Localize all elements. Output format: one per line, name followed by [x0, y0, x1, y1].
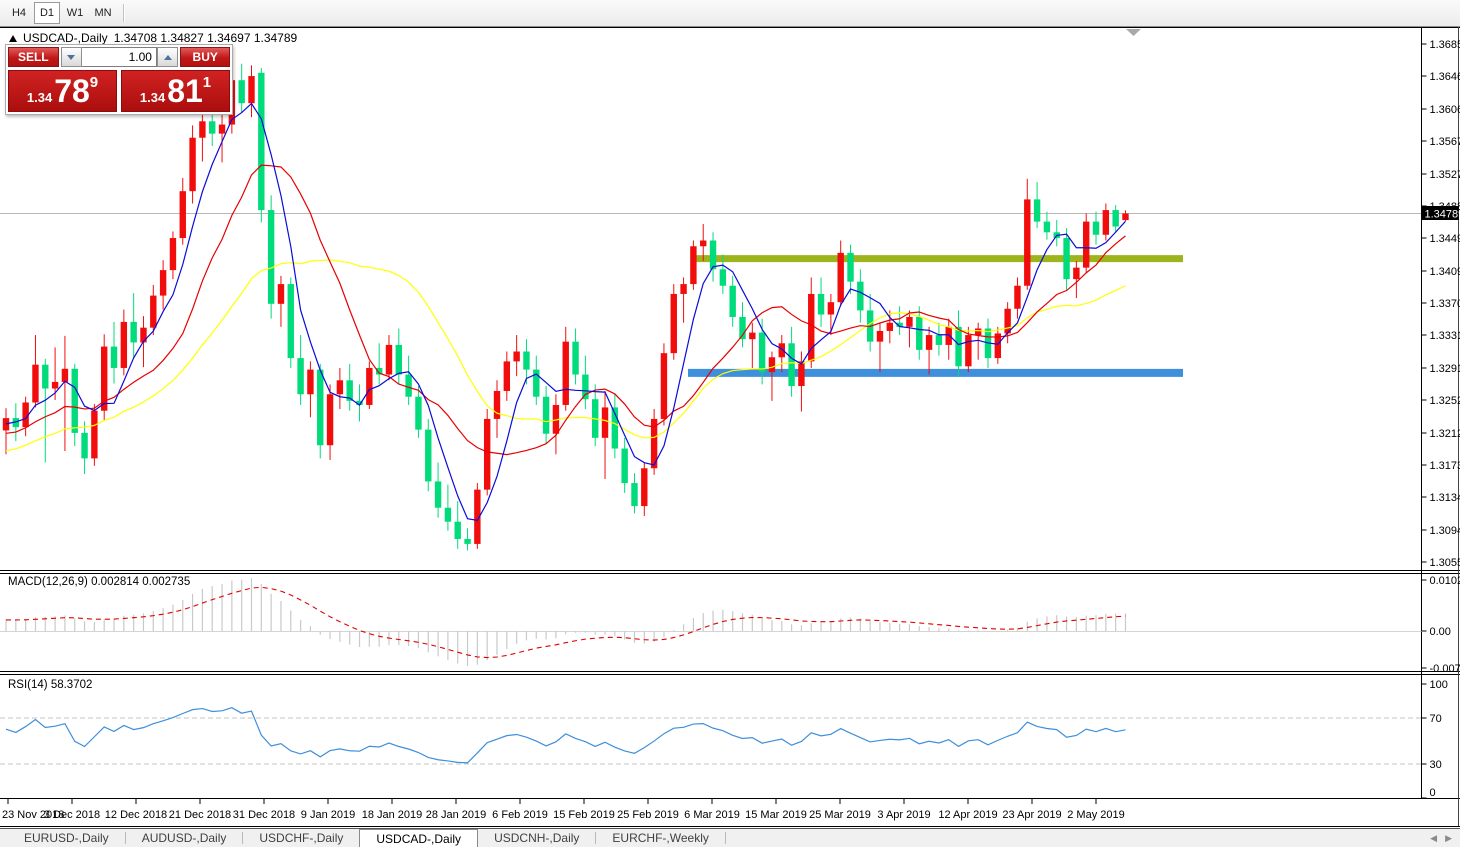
symbol-title: USDCAD-,Daily	[23, 31, 108, 45]
buy-price[interactable]: 1.34 81 1	[121, 70, 230, 112]
svg-text:25 Feb 2019: 25 Feb 2019	[617, 809, 679, 821]
svg-text:0.00: 0.00	[1430, 626, 1451, 638]
svg-text:3 Dec 2018: 3 Dec 2018	[44, 809, 100, 821]
sell-price-pip: 9	[89, 74, 99, 91]
svg-text:1.32910: 1.32910	[1430, 363, 1460, 375]
chevron-up-icon	[163, 54, 172, 60]
buy-price-fraction: 1.34	[139, 90, 166, 105]
ma-fast-line	[5, 102, 1126, 522]
timeframe-button-d1[interactable]: D1	[34, 2, 60, 24]
svg-text:23 Nov 2018: 23 Nov 2018	[2, 809, 64, 821]
svg-text:31 Dec 2018: 31 Dec 2018	[233, 809, 295, 821]
buy-price-main: 81	[167, 73, 203, 109]
timeframe-button-h4[interactable]: H4	[11, 7, 27, 19]
chart-title: USDCAD-,Daily 1.34708 1.34827 1.34697 1.…	[9, 31, 297, 45]
svg-text:15 Mar 2019: 15 Mar 2019	[745, 809, 807, 821]
toolbar-separator	[123, 4, 125, 22]
collapse-triangle-icon[interactable]	[9, 34, 17, 42]
svg-text:23 Apr 2019: 23 Apr 2019	[1002, 809, 1061, 821]
svg-text:1.34490: 1.34490	[1430, 233, 1460, 245]
ma-slow-line	[5, 259, 1126, 452]
tab-audusd-daily[interactable]: AUDUSD-,Daily	[141, 831, 227, 845]
svg-text:21 Dec 2018: 21 Dec 2018	[169, 809, 231, 821]
svg-text:12 Dec 2018: 12 Dec 2018	[105, 809, 167, 821]
svg-text:6 Mar 2019: 6 Mar 2019	[684, 809, 740, 821]
ohlc-values: 1.34708 1.34827 1.34697 1.34789	[113, 31, 298, 45]
tab-eurusd-daily[interactable]: EURUSD-,Daily	[24, 831, 109, 845]
tab-separator	[595, 832, 597, 844]
svg-text:28 Jan 2019: 28 Jan 2019	[426, 809, 487, 821]
tab-separator	[242, 832, 244, 844]
svg-text:2 May 2019: 2 May 2019	[1067, 809, 1124, 821]
svg-text:15 Feb 2019: 15 Feb 2019	[553, 809, 615, 821]
rsi-levels	[0, 717, 1422, 765]
timeframe-toolbar: H4 D1 W1 MN	[0, 0, 1460, 27]
tab-usdcad-daily[interactable]: USDCAD-,Daily	[359, 829, 479, 847]
timeframe-button-w1[interactable]: W1	[66, 7, 84, 19]
svg-text:1.34789: 1.34789	[1425, 209, 1460, 221]
svg-text:1.30550: 1.30550	[1430, 557, 1460, 569]
svg-text:100: 100	[1430, 679, 1448, 691]
macd-label: MACD(12,26,9) 0.002814 0.002735	[8, 576, 191, 588]
symbol-tab-bar: EURUSD-,Daily AUDUSD-,Daily USDCHF-,Dail…	[0, 829, 1460, 847]
svg-text:1.36460: 1.36460	[1430, 71, 1460, 83]
svg-text:1.30940: 1.30940	[1430, 525, 1460, 537]
timeframe-button-mn[interactable]: MN	[94, 7, 112, 19]
panel-separators	[0, 27, 1460, 829]
svg-text:30: 30	[1430, 759, 1442, 771]
price-axis: 1.368501.364601.360601.356701.352701.348…	[1421, 39, 1460, 569]
svg-text:18 Jan 2019: 18 Jan 2019	[362, 809, 423, 821]
tab-usdchf-daily[interactable]: USDCHF-,Daily	[259, 831, 344, 845]
macd-histogram	[5, 578, 1127, 666]
svg-text:1.36850: 1.36850	[1430, 39, 1460, 51]
tab-separator	[724, 832, 726, 844]
svg-text:1.33700: 1.33700	[1430, 298, 1460, 310]
sell-price-fraction: 1.34	[26, 90, 53, 105]
svg-text:1.35670: 1.35670	[1430, 136, 1460, 148]
svg-text:3 Apr 2019: 3 Apr 2019	[877, 809, 930, 821]
svg-text:1.33310: 1.33310	[1430, 330, 1460, 342]
svg-text:6 Feb 2019: 6 Feb 2019	[492, 809, 548, 821]
tab-scroll-right-icon[interactable]: ▶	[1445, 832, 1452, 843]
volume-increase-button[interactable]	[156, 47, 179, 67]
sell-price[interactable]: 1.34 78 9	[8, 70, 117, 112]
svg-text:0: 0	[1430, 787, 1436, 799]
rsi-axis: 100 70 30 0	[1421, 679, 1448, 799]
svg-text:70: 70	[1430, 713, 1442, 725]
one-click-trade-widget: SELL BUY 1.34 78 9 1.34 81 1	[5, 44, 233, 115]
sell-button[interactable]: SELL	[8, 47, 59, 67]
macd-axis: 0.010229 0.00 -0.007477	[1421, 575, 1460, 675]
svg-text:0.010229: 0.010229	[1430, 575, 1460, 587]
tab-separator	[124, 832, 126, 844]
buy-button[interactable]: BUY	[180, 47, 230, 67]
volume-decrease-button[interactable]	[60, 47, 82, 67]
sell-price-main: 78	[54, 73, 90, 109]
svg-text:9 Jan 2019: 9 Jan 2019	[301, 809, 355, 821]
svg-text:1.35270: 1.35270	[1430, 169, 1460, 181]
svg-text:1.32520: 1.32520	[1430, 395, 1460, 407]
volume-input[interactable]	[81, 47, 157, 67]
tab-scroll-left-icon[interactable]: ◀	[1430, 832, 1438, 843]
ma-mid-line	[5, 164, 1126, 456]
svg-text:12 Apr 2019: 12 Apr 2019	[938, 809, 997, 821]
chevron-down-icon	[67, 54, 76, 60]
rsi-line	[5, 707, 1126, 764]
svg-text:1.32120: 1.32120	[1430, 428, 1460, 440]
buy-price-pip: 1	[202, 74, 212, 91]
svg-text:1.31340: 1.31340	[1430, 492, 1460, 504]
svg-text:25 Mar 2019: 25 Mar 2019	[809, 809, 871, 821]
svg-text:1.31730: 1.31730	[1430, 460, 1460, 472]
tab-usdcnh-daily[interactable]: USDCNH-,Daily	[494, 831, 580, 845]
scroll-to-end-icon[interactable]	[1126, 29, 1141, 36]
svg-text:1.34090: 1.34090	[1430, 266, 1460, 278]
svg-text:-0.007477: -0.007477	[1430, 663, 1460, 675]
svg-text:1.36060: 1.36060	[1430, 104, 1460, 116]
rsi-label: RSI(14) 58.3702	[8, 679, 93, 691]
tab-eurchf-weekly[interactable]: EURCHF-,Weekly	[612, 831, 709, 845]
macd-signal-line	[5, 586, 1126, 659]
